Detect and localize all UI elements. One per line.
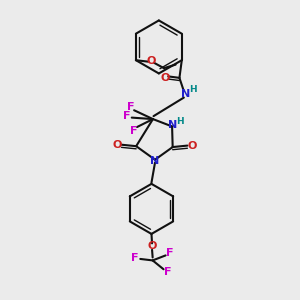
Text: O: O <box>187 141 196 151</box>
Text: O: O <box>160 73 169 82</box>
Text: H: H <box>176 117 184 126</box>
Text: F: F <box>127 102 134 112</box>
Text: F: F <box>164 268 171 278</box>
Text: H: H <box>189 85 196 94</box>
Text: O: O <box>112 140 122 150</box>
Text: F: F <box>130 126 137 136</box>
Text: N: N <box>181 89 190 99</box>
Text: F: F <box>131 253 139 263</box>
Text: O: O <box>147 241 157 251</box>
Text: N: N <box>168 120 177 130</box>
Text: O: O <box>146 56 156 66</box>
Text: F: F <box>166 248 173 258</box>
Text: F: F <box>123 111 131 122</box>
Text: N: N <box>150 157 160 166</box>
